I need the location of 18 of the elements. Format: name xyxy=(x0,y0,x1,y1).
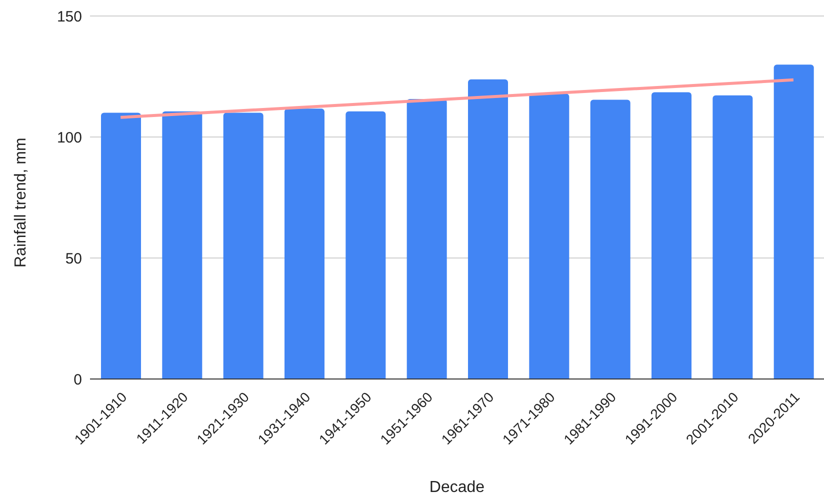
bar xyxy=(162,111,202,379)
bar xyxy=(590,100,630,379)
bar xyxy=(774,64,814,379)
bar xyxy=(406,99,447,379)
y-tick-label: 50 xyxy=(65,250,82,268)
bar xyxy=(468,79,508,379)
bar xyxy=(346,111,386,379)
bar xyxy=(652,92,692,379)
y-axis-title: Rainfall trend, mm xyxy=(12,138,30,268)
bar xyxy=(529,94,570,379)
bar xyxy=(284,108,324,379)
bar xyxy=(223,112,264,379)
x-axis-title: Decade xyxy=(429,479,485,496)
y-tick-label: 100 xyxy=(56,129,82,146)
bar xyxy=(712,95,753,379)
y-tick-label: 150 xyxy=(56,8,82,26)
bar xyxy=(101,112,141,379)
y-tick-label: 0 xyxy=(74,371,82,388)
